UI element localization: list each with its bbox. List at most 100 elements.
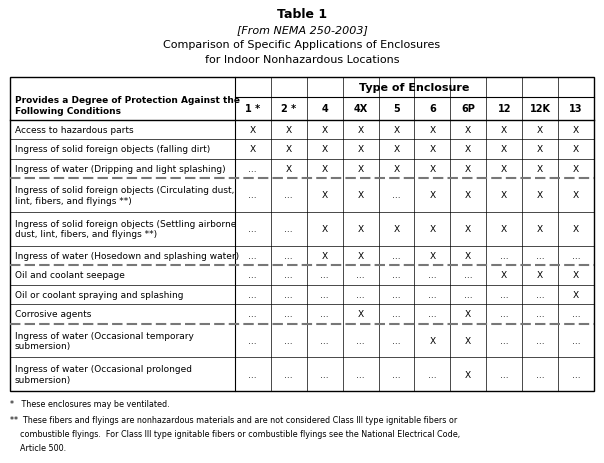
Text: X: X xyxy=(465,191,471,200)
Text: X: X xyxy=(429,251,435,260)
Text: ...: ... xyxy=(500,290,509,299)
Text: X: X xyxy=(465,370,471,379)
Text: ...: ... xyxy=(500,370,509,379)
Text: ...: ... xyxy=(284,310,293,319)
Text: X: X xyxy=(465,164,471,174)
Text: ...: ... xyxy=(284,225,293,234)
Text: ...: ... xyxy=(392,290,401,299)
Text: X: X xyxy=(321,125,328,135)
Text: ...: ... xyxy=(428,290,437,299)
Text: X: X xyxy=(501,191,507,200)
Text: X: X xyxy=(465,251,471,260)
Text: ...: ... xyxy=(356,370,365,379)
Text: 2 *: 2 * xyxy=(281,104,297,114)
Text: X: X xyxy=(429,336,435,345)
Text: ...: ... xyxy=(572,336,580,345)
Text: ...: ... xyxy=(428,271,437,280)
Text: X: X xyxy=(537,164,543,174)
Text: X: X xyxy=(573,271,579,280)
Text: X: X xyxy=(429,145,435,154)
Bar xyxy=(10,78,594,391)
Text: ...: ... xyxy=(392,370,401,379)
Text: Article 500.: Article 500. xyxy=(10,443,66,452)
Text: Ingress of solid foreign objects (falling dirt): Ingress of solid foreign objects (fallin… xyxy=(15,145,210,154)
Text: 12: 12 xyxy=(498,104,511,114)
Text: ...: ... xyxy=(248,336,257,345)
Text: ...: ... xyxy=(248,310,257,319)
Text: ...: ... xyxy=(248,370,257,379)
Text: ...: ... xyxy=(572,251,580,260)
Text: ...: ... xyxy=(284,191,293,200)
Text: X: X xyxy=(429,164,435,174)
Text: X: X xyxy=(537,145,543,154)
Text: ...: ... xyxy=(572,310,580,319)
Text: Type of Enclosure: Type of Enclosure xyxy=(359,82,469,93)
Text: X: X xyxy=(465,125,471,135)
Text: ...: ... xyxy=(392,310,401,319)
Text: ...: ... xyxy=(284,370,293,379)
Text: ...: ... xyxy=(356,290,365,299)
Text: 1 *: 1 * xyxy=(245,104,260,114)
Text: ...: ... xyxy=(392,271,401,280)
Text: X: X xyxy=(573,225,579,234)
Text: **  These fibers and flyings are nonhazardous materials and are not considered C: ** These fibers and flyings are nonhazar… xyxy=(10,415,457,424)
Text: ...: ... xyxy=(392,336,401,345)
Text: X: X xyxy=(393,225,399,234)
Text: X: X xyxy=(537,271,543,280)
Text: X: X xyxy=(501,145,507,154)
Text: X: X xyxy=(573,125,579,135)
Text: X: X xyxy=(249,145,256,154)
Text: ...: ... xyxy=(248,191,257,200)
Text: X: X xyxy=(358,225,364,234)
Text: [From NEMA 250-2003]: [From NEMA 250-2003] xyxy=(237,25,367,35)
Text: X: X xyxy=(358,145,364,154)
Text: X: X xyxy=(321,164,328,174)
Text: X: X xyxy=(537,191,543,200)
Text: X: X xyxy=(465,310,471,319)
Text: ...: ... xyxy=(320,310,329,319)
Text: X: X xyxy=(321,225,328,234)
Text: X: X xyxy=(537,125,543,135)
Text: for Indoor Nonhazardous Locations: for Indoor Nonhazardous Locations xyxy=(205,55,399,65)
Text: 4X: 4X xyxy=(353,104,368,114)
Text: X: X xyxy=(321,191,328,200)
Text: X: X xyxy=(358,310,364,319)
Text: ...: ... xyxy=(248,271,257,280)
Text: ...: ... xyxy=(356,271,365,280)
Text: ...: ... xyxy=(536,336,544,345)
Text: X: X xyxy=(393,145,399,154)
Text: X: X xyxy=(501,164,507,174)
Text: ...: ... xyxy=(464,290,472,299)
Text: ...: ... xyxy=(320,271,329,280)
Text: ...: ... xyxy=(248,290,257,299)
Text: Access to hazardous parts: Access to hazardous parts xyxy=(15,125,133,135)
Text: X: X xyxy=(249,125,256,135)
Text: 4: 4 xyxy=(321,104,328,114)
Text: X: X xyxy=(393,164,399,174)
Text: ...: ... xyxy=(500,251,509,260)
Text: ...: ... xyxy=(500,310,509,319)
Text: X: X xyxy=(321,145,328,154)
Text: X: X xyxy=(573,164,579,174)
Text: X: X xyxy=(501,225,507,234)
Text: X: X xyxy=(393,125,399,135)
Text: ...: ... xyxy=(320,336,329,345)
Text: X: X xyxy=(286,164,292,174)
Text: Ingress of water (Occasional prolonged
submersion): Ingress of water (Occasional prolonged s… xyxy=(15,365,192,384)
Text: Comparison of Specific Applications of Enclosures: Comparison of Specific Applications of E… xyxy=(164,40,440,50)
Text: 13: 13 xyxy=(570,104,583,114)
Text: X: X xyxy=(501,271,507,280)
Text: X: X xyxy=(286,125,292,135)
Text: X: X xyxy=(465,225,471,234)
Text: ...: ... xyxy=(428,370,437,379)
Text: 6: 6 xyxy=(429,104,435,114)
Text: ...: ... xyxy=(284,251,293,260)
Text: Oil and coolant seepage: Oil and coolant seepage xyxy=(15,271,125,280)
Text: ...: ... xyxy=(500,336,509,345)
Text: Ingress of solid foreign objects (Circulating dust,
lint, fibers, and flyings **: Ingress of solid foreign objects (Circul… xyxy=(15,186,234,205)
Text: X: X xyxy=(429,191,435,200)
Text: combustible flyings.  For Class III type ignitable fibers or combustible flyings: combustible flyings. For Class III type … xyxy=(10,429,460,438)
Text: ...: ... xyxy=(572,370,580,379)
Text: ...: ... xyxy=(536,310,544,319)
Text: X: X xyxy=(573,290,579,299)
